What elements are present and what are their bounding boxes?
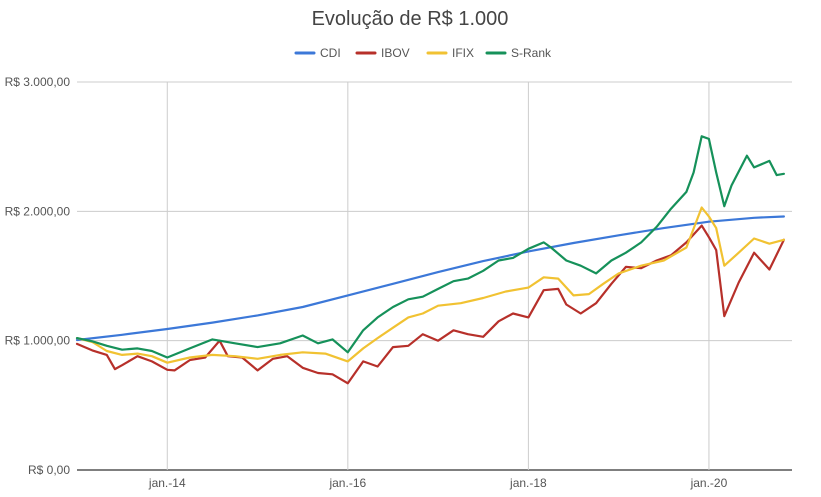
x-tick-label: jan.-18 <box>509 476 547 490</box>
y-tick-label: R$ 2.000,00 <box>5 204 71 218</box>
y-tick-label: R$ 0,00 <box>28 463 70 477</box>
legend-label-ibov: IBOV <box>381 46 410 60</box>
legend: CDI IBOV IFIX S-Rank <box>294 46 552 60</box>
y-tick-label: R$ 3.000,00 <box>5 75 71 89</box>
x-tick-label: jan.-16 <box>328 476 366 490</box>
x-axis: jan.-14 jan.-16 jan.-18 jan.-20 <box>148 476 728 490</box>
x-tick-label: jan.-20 <box>690 476 728 490</box>
series-line-s-rank <box>75 135 786 359</box>
y-tick-label: R$ 1.000,00 <box>5 334 71 348</box>
series-lines <box>75 135 786 385</box>
series-line-ifix <box>75 206 786 364</box>
chart-title: Evolução de R$ 1.000 <box>312 8 509 30</box>
legend-label-ifix: IFIX <box>452 46 474 60</box>
legend-label-s-rank: S-Rank <box>511 46 552 60</box>
x-tick-label: jan.-14 <box>148 476 186 490</box>
gridlines <box>77 81 792 471</box>
y-axis: R$ 0,00 R$ 1.000,00 R$ 2.000,00 R$ 3.000,00 <box>5 75 71 477</box>
series-line-ibov <box>75 224 786 385</box>
series-line-cdi <box>75 215 786 342</box>
legend-label-cdi: CDI <box>320 46 341 60</box>
